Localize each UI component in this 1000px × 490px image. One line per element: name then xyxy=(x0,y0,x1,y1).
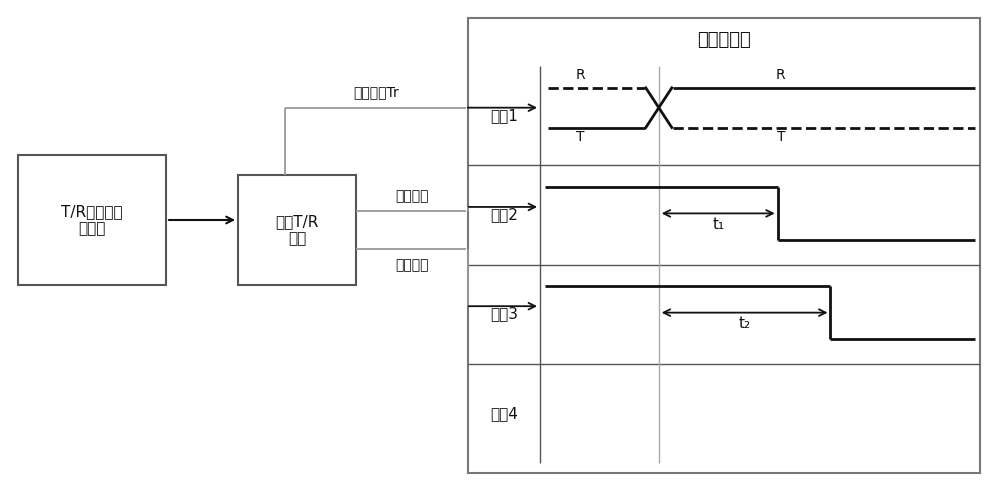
Bar xyxy=(468,18,980,473)
Text: 接收输出: 接收输出 xyxy=(395,259,429,273)
Text: R: R xyxy=(776,68,786,82)
Text: t₁: t₁ xyxy=(712,217,724,232)
Text: 收发切换Tr: 收发切换Tr xyxy=(354,86,399,99)
Text: 通道2: 通道2 xyxy=(490,207,518,222)
Bar xyxy=(18,155,166,285)
Text: 通道3: 通道3 xyxy=(490,307,518,321)
Text: 数字T/R
组件: 数字T/R 组件 xyxy=(275,214,319,246)
Text: T/R组件状态
控制器: T/R组件状态 控制器 xyxy=(61,204,123,236)
Text: T: T xyxy=(576,129,584,144)
Text: R: R xyxy=(575,68,585,82)
Text: 通道4: 通道4 xyxy=(490,406,518,421)
Text: t₂: t₂ xyxy=(739,316,751,331)
Text: 通道1: 通道1 xyxy=(490,108,518,123)
Bar xyxy=(238,175,356,285)
Text: 发射输出: 发射输出 xyxy=(395,189,429,203)
Text: 数字示波器: 数字示波器 xyxy=(697,31,751,49)
Text: T: T xyxy=(777,129,785,144)
